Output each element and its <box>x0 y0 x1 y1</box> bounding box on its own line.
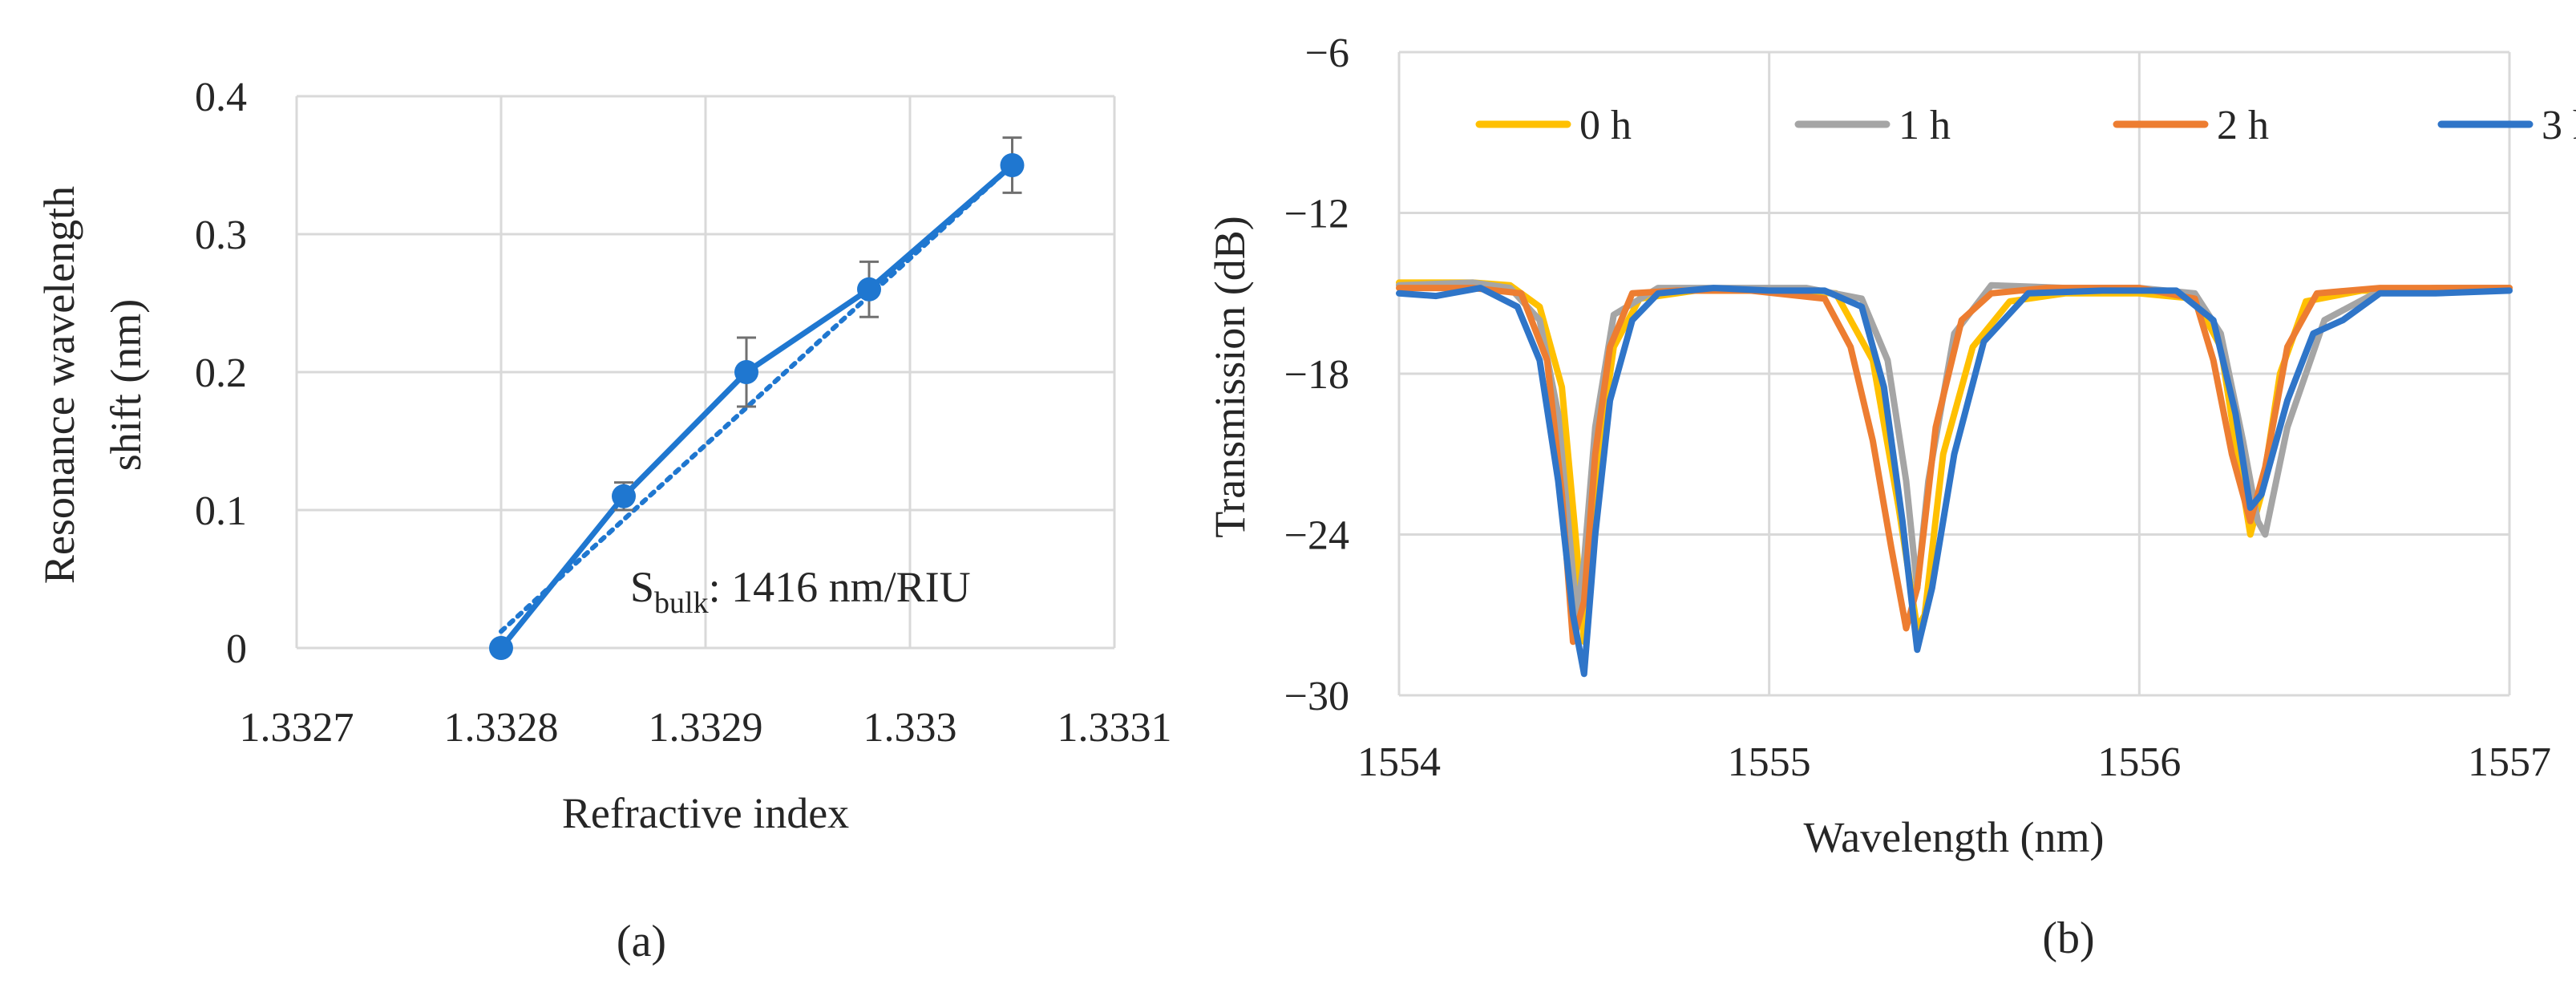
legend-item: 3 h <box>2437 103 2576 148</box>
panel-a-axes <box>295 96 1114 650</box>
legend-label: 3 h <box>2542 103 2576 148</box>
data-point <box>489 636 513 660</box>
x-tick-label: 1557 <box>2468 739 2551 785</box>
y-tick-label: 0.1 <box>195 488 247 534</box>
annotation-main: S <box>630 563 654 611</box>
x-tick-label: 1.3331 <box>1057 705 1172 751</box>
y-tick-label: 0.3 <box>195 213 247 258</box>
panel-a-ylabel-line2: shift (nm) <box>102 299 150 471</box>
panel-b-legend: 0 h 1 h 2 h 3 h <box>1475 103 2576 148</box>
data-point <box>612 484 636 508</box>
panel-a-y-tick-labels: 0 0.1 0.2 0.3 0.4 <box>195 75 247 672</box>
data-point <box>1000 153 1025 177</box>
legend-item: 1 h <box>1794 103 1951 148</box>
panel-a-ylabel-line1: Resonance wavelength <box>35 186 83 584</box>
panel-a-series <box>489 136 1025 660</box>
series-line-3h <box>1396 285 2513 678</box>
panel-a-chart: 1.3327 1.3328 1.3329 1.333 1.3331 0 0.1 0.2 0.3… <box>35 75 1172 966</box>
legend-item: 0 h <box>1475 103 1632 148</box>
panel-a-xlabel: Refractive index <box>562 789 849 837</box>
panel-b-x-tick-labels: 1554 1555 1556 1557 <box>1357 739 2551 785</box>
x-tick-label: 1.333 <box>863 705 957 751</box>
x-tick-label: 1.3329 <box>649 705 763 751</box>
legend-label: 0 h <box>1579 103 1632 148</box>
panel-a-x-tick-labels: 1.3327 1.3328 1.3329 1.333 1.3331 <box>240 705 1172 751</box>
panel-b-caption: (b) <box>2042 913 2094 963</box>
legend-item: 2 h <box>2113 103 2269 148</box>
panel-b-xlabel: Wavelength (nm) <box>1803 813 2104 861</box>
legend-label: 2 h <box>2217 103 2269 148</box>
y-tick-label: 0 <box>226 626 247 672</box>
series-line-1h <box>1396 279 2513 618</box>
x-tick-label: 1555 <box>1728 739 1811 785</box>
legend-label: 1 h <box>1899 103 1951 148</box>
panel-a-gridlines <box>297 95 1116 648</box>
panel-b-chart: 1554 1555 1556 1557 −30 −24 −18 −12 −6 0 h 1 h 2 … <box>1206 30 2576 963</box>
trendline <box>499 163 1015 634</box>
y-tick-label: −12 <box>1284 192 1349 237</box>
panel-b-y-tick-labels: −30 −24 −18 −12 −6 <box>1284 30 1349 719</box>
panel-b-axes <box>1397 52 2509 697</box>
y-tick-label: 0.2 <box>195 350 247 396</box>
data-point <box>734 360 758 384</box>
panel-a-caption: (a) <box>617 917 666 966</box>
panel-a-annotation: Sbulk: 1416 nm/RIU <box>630 563 971 620</box>
x-tick-label: 1556 <box>2097 739 2181 785</box>
x-tick-label: 1.3328 <box>444 705 559 751</box>
panel-a-trendline <box>499 163 1015 634</box>
y-tick-label: −24 <box>1284 513 1349 559</box>
y-tick-label: −6 <box>1305 30 1349 76</box>
y-tick-label: −18 <box>1284 352 1349 398</box>
x-tick-label: 1.3327 <box>240 705 354 751</box>
y-tick-label: −30 <box>1284 674 1349 719</box>
panel-b-series <box>1396 279 2513 678</box>
annotation-sub: bulk <box>654 586 709 620</box>
annotation-rest: : 1416 nm/RIU <box>709 563 971 611</box>
data-point <box>857 277 881 302</box>
y-tick-label: 0.4 <box>195 75 247 120</box>
panel-b-ylabel: Transmission (dB) <box>1206 216 1254 538</box>
panel-b-gridlines <box>1399 51 2511 695</box>
x-tick-label: 1554 <box>1357 739 1441 785</box>
